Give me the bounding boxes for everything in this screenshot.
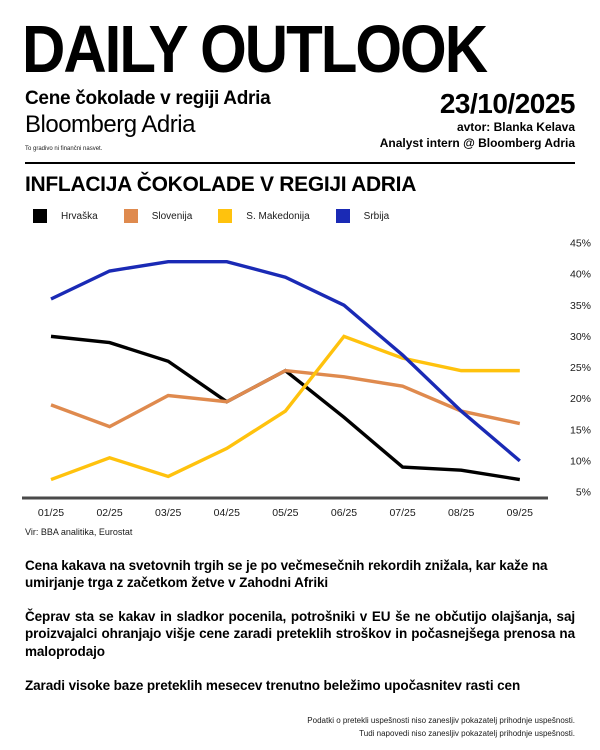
body-paragraph-3: Zaradi visoke baze preteklih mesecev tre… bbox=[25, 677, 521, 693]
y-axis-tick-label: 20% bbox=[570, 393, 591, 405]
series-line-hrva-ka bbox=[50, 334, 521, 482]
legend-label: Srbija bbox=[363, 210, 390, 222]
report-date: 23/10/2025 bbox=[439, 88, 576, 119]
chart-title: INFLACIJA ČOKOLADE V REGIJI ADRIA bbox=[25, 173, 417, 196]
footer-line-2: Tudi napovedi niso zanesljiv pokazatelj … bbox=[359, 728, 575, 738]
legend-label: Hrvaška bbox=[61, 210, 98, 222]
legend-swatch bbox=[218, 209, 233, 223]
y-axis-tick-label: 40% bbox=[570, 269, 591, 281]
x-axis-tick-label: 05/25 bbox=[272, 507, 298, 519]
brand-name: Bloomberg Adria bbox=[25, 111, 195, 138]
legend-item-4: Srbija bbox=[335, 209, 390, 223]
header-divider bbox=[25, 162, 575, 164]
y-axis-tick-label: 45% bbox=[570, 238, 591, 250]
series-line-slovenija bbox=[50, 368, 521, 429]
x-axis-tick-label: 06/25 bbox=[331, 507, 357, 519]
y-axis-tick-label: 15% bbox=[570, 424, 591, 436]
author-role: Analyst intern @ Bloomberg Adria bbox=[379, 135, 575, 150]
header-row: Cene čokolade v regiji Adria Bloomberg A… bbox=[22, 88, 578, 152]
x-axis-tick-label: 08/25 bbox=[448, 507, 474, 519]
legend-item-2: Slovenija bbox=[123, 209, 193, 223]
series-line-srbija bbox=[50, 259, 521, 463]
report-subtitle: Cene čokolade v regiji Adria bbox=[25, 88, 271, 109]
legend-item-3: S. Makedonija bbox=[218, 209, 310, 223]
footer-disclaimer: Podatki o pretekli uspešnosti niso zanes… bbox=[307, 715, 575, 740]
x-axis-tick-label: 02/25 bbox=[96, 507, 122, 519]
y-axis-tick-label: 25% bbox=[570, 362, 591, 374]
inflation-chart: 45% 40% 35% 30% 25% 20% 15% 10% 5% 01/25 02/25 03/2… bbox=[22, 238, 591, 519]
series-line-s-makedonija bbox=[50, 334, 520, 482]
header-disclaimer: To gradivo ni finančni nasvet. bbox=[25, 146, 103, 152]
header-left: Cene čokolade v regiji Adria Bloomberg A… bbox=[25, 88, 271, 152]
x-axis-tick-label: 09/25 bbox=[507, 507, 533, 519]
y-axis-tick-label: 10% bbox=[570, 455, 591, 467]
chart-source: Vir: BBA analitika, Eurostat bbox=[25, 527, 133, 537]
legend-item-1: Hrvaška bbox=[33, 209, 98, 223]
x-axis-tick-label: 04/25 bbox=[214, 507, 240, 519]
masthead-title: DAILY OUTLOOK bbox=[22, 11, 488, 87]
body-paragraph-2: Čeprav sta se kakav in sladkor pocenila,… bbox=[25, 609, 575, 659]
y-axis-tick-label: 5% bbox=[576, 487, 591, 499]
x-axis-tick-label: 07/25 bbox=[389, 507, 415, 519]
legend-label: S. Makedonija bbox=[246, 210, 310, 222]
x-axis-tick-label: 03/25 bbox=[155, 507, 181, 519]
x-axis-tick-label: 01/25 bbox=[38, 507, 64, 519]
author-name: avtor: Blanka Kelava bbox=[456, 120, 575, 134]
y-axis-tick-label: 35% bbox=[570, 300, 591, 312]
legend-swatch bbox=[123, 209, 138, 223]
legend-swatch bbox=[33, 209, 47, 223]
legend-swatch bbox=[335, 209, 350, 223]
header-right: 23/10/2025 avtor: Blanka Kelava Analyst … bbox=[379, 88, 576, 151]
y-axis-tick-label: 30% bbox=[570, 331, 591, 343]
legend-label: Slovenija bbox=[151, 210, 193, 222]
footer-line-1: Podatki o pretekli uspešnosti niso zanes… bbox=[307, 716, 575, 726]
body-copy: Cena kakava na svetovnih trgih se je po … bbox=[22, 557, 578, 694]
chart-legend: Hrvaška Slovenija S. Makedonija Srbija bbox=[33, 209, 578, 223]
body-paragraph-1: Cena kakava na svetovnih trgih se je po … bbox=[25, 558, 548, 591]
